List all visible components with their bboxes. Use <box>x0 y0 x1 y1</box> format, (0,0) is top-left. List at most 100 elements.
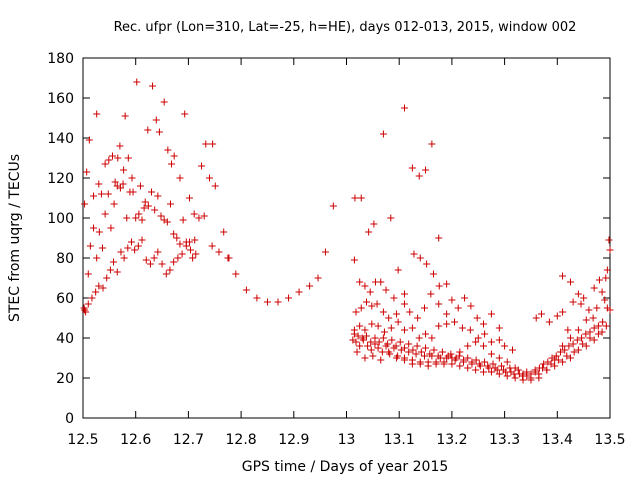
data-point <box>405 348 413 356</box>
data-point <box>456 348 464 356</box>
data-point <box>406 308 414 316</box>
data-point <box>511 374 519 382</box>
x-tick-label: 12.7 <box>173 432 204 448</box>
data-point <box>120 166 128 174</box>
data-point <box>111 178 119 186</box>
data-point <box>114 154 122 162</box>
data-point <box>374 322 382 330</box>
data-point <box>95 180 103 188</box>
data-point <box>274 298 282 306</box>
x-tick-label: 13.3 <box>489 432 520 448</box>
data-point <box>387 324 395 332</box>
data-point <box>408 360 416 368</box>
data-point <box>144 126 152 134</box>
data-point <box>448 296 456 304</box>
data-point <box>200 212 208 220</box>
data-point <box>211 182 219 190</box>
data-point <box>400 344 408 352</box>
data-point <box>523 368 531 376</box>
data-point <box>582 330 590 338</box>
data-point <box>140 204 148 212</box>
data-point <box>120 254 128 262</box>
data-point <box>511 364 519 372</box>
y-tick-label: 160 <box>47 91 74 107</box>
data-point <box>502 368 510 376</box>
data-point <box>414 314 422 322</box>
data-point <box>142 256 150 264</box>
data-point <box>495 324 503 332</box>
data-point <box>154 248 162 256</box>
data-point <box>481 330 489 338</box>
data-point <box>416 254 424 262</box>
data-point <box>166 266 174 274</box>
data-point <box>154 192 162 200</box>
data-point <box>93 110 101 118</box>
data-point <box>173 234 181 242</box>
data-point <box>467 302 475 310</box>
data-point <box>101 210 109 218</box>
data-point <box>382 286 390 294</box>
data-point <box>88 294 96 302</box>
data-point <box>480 368 488 376</box>
data-point <box>447 350 455 358</box>
data-point <box>435 300 443 308</box>
data-point <box>559 358 567 366</box>
data-point <box>141 198 149 206</box>
data-point <box>92 288 100 296</box>
data-point <box>422 166 430 174</box>
data-point <box>466 326 474 334</box>
data-point <box>121 112 129 120</box>
data-point <box>544 358 552 366</box>
data-point <box>487 310 495 318</box>
y-tick-label: 140 <box>47 131 74 147</box>
data-point <box>370 220 378 228</box>
data-point <box>104 190 112 198</box>
data-point <box>594 330 602 338</box>
data-point <box>365 228 373 236</box>
data-point <box>393 354 401 362</box>
y-axis-title: STEC from uqrg / TECUs <box>7 154 23 322</box>
data-point <box>428 140 436 148</box>
data-point <box>438 348 446 356</box>
x-tick-label: 12.9 <box>278 432 309 448</box>
data-point <box>434 352 442 360</box>
data-point <box>83 168 91 176</box>
data-point <box>400 300 408 308</box>
data-point <box>373 300 381 308</box>
data-point <box>493 366 501 374</box>
data-point <box>585 306 593 314</box>
x-tick-label: 13 <box>338 432 356 448</box>
x-tick-label: 12.8 <box>226 432 257 448</box>
data-point <box>605 236 613 244</box>
data-point <box>556 348 564 356</box>
data-point <box>202 140 210 148</box>
data-point <box>443 310 451 318</box>
x-tick-label: 13.1 <box>384 432 415 448</box>
x-axis-title: GPS time / Days of year 2015 <box>242 459 449 475</box>
data-point <box>598 328 606 336</box>
data-point <box>394 318 402 326</box>
data-point <box>181 110 189 118</box>
data-point <box>603 266 611 274</box>
data-point <box>99 284 107 292</box>
data-point <box>356 278 364 286</box>
data-point <box>590 284 598 292</box>
data-point <box>116 184 124 192</box>
data-point <box>456 362 464 370</box>
data-point <box>519 370 527 378</box>
data-point <box>379 130 387 138</box>
data-point <box>90 224 98 232</box>
data-point <box>170 230 178 238</box>
data-point <box>559 272 567 280</box>
data-point <box>353 348 361 356</box>
data-point <box>367 338 375 346</box>
data-point <box>179 216 187 224</box>
x-tick-label: 13.4 <box>542 432 573 448</box>
data-point <box>487 350 495 358</box>
data-point <box>480 320 488 328</box>
data-point <box>138 216 146 224</box>
data-point <box>586 334 594 342</box>
data-point <box>361 354 369 362</box>
data-point <box>510 370 518 378</box>
data-point <box>527 376 535 384</box>
